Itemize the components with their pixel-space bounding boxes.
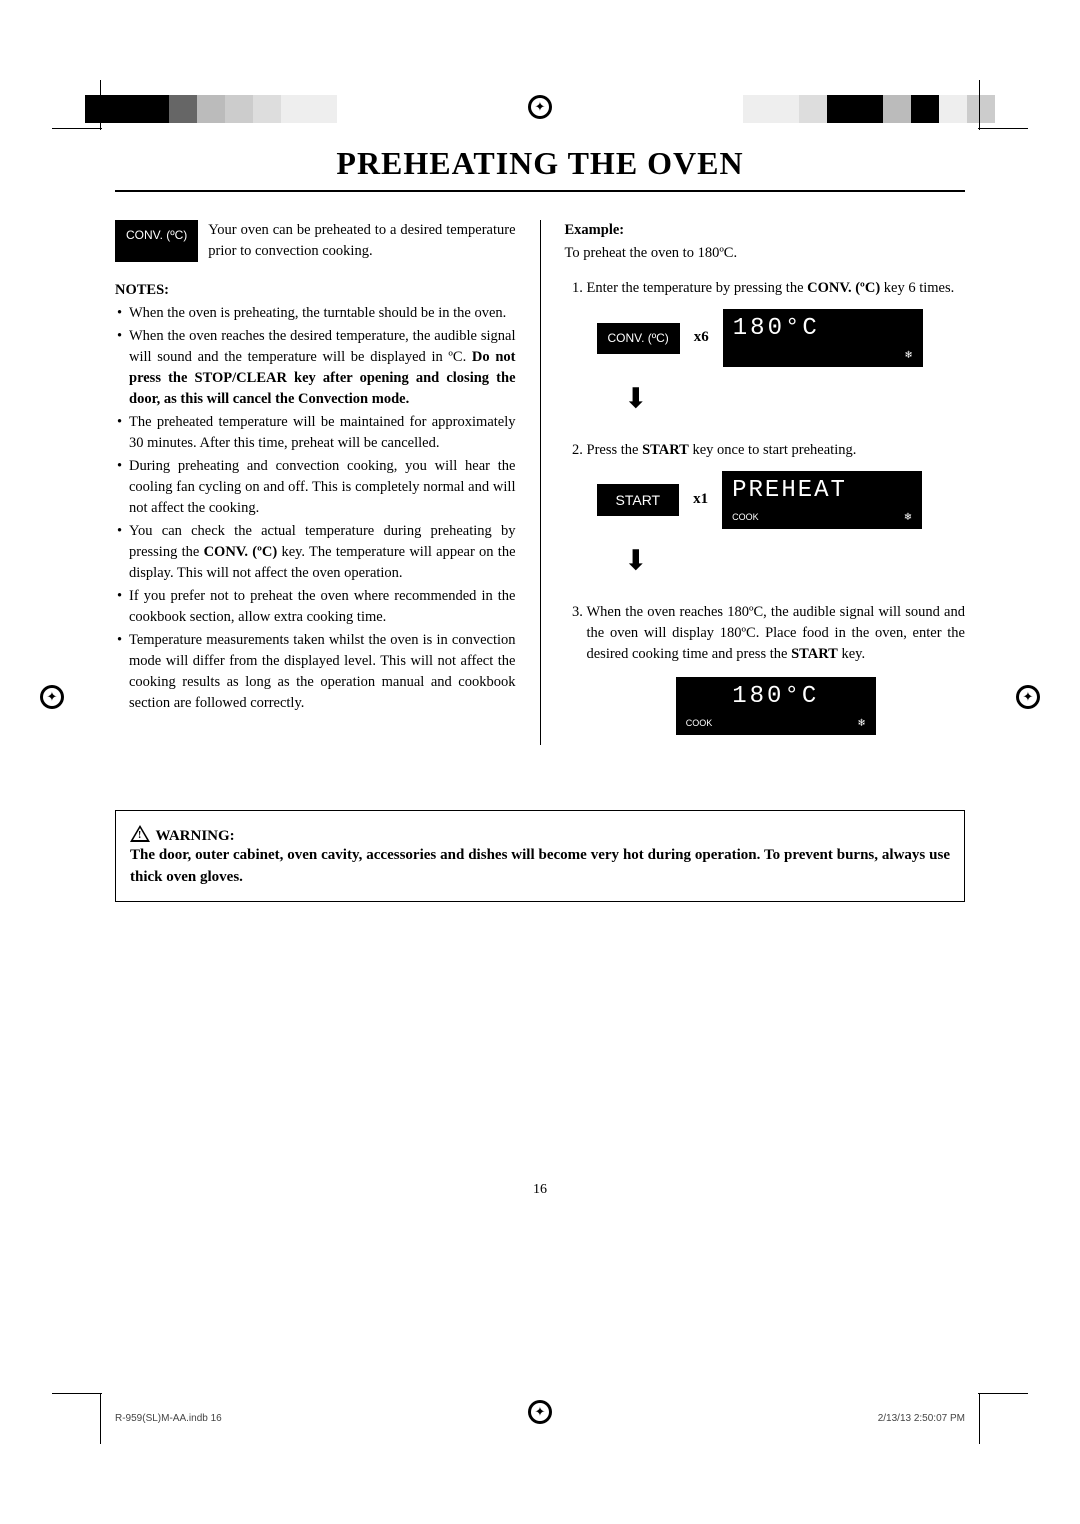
notes-list: When the oven is preheating, the turntab… <box>115 303 516 714</box>
oven-display: PREHEAT COOK ❄ <box>722 471 922 529</box>
note-item: Temperature measurements taken whilst th… <box>115 630 516 714</box>
example-intro: To preheat the oven to 180ºC. <box>565 243 966 264</box>
example-label: Example: <box>565 220 966 241</box>
step-item: Press the START key once to start prehea… <box>587 440 966 592</box>
fan-icon: ❄ <box>904 511 912 526</box>
crop-line <box>979 1394 980 1444</box>
crop-marks-top-right <box>715 95 995 125</box>
crop-line <box>100 1394 101 1444</box>
registration-mark-left <box>40 685 64 709</box>
crop-line <box>978 128 1028 129</box>
press-count: x6 <box>694 327 709 349</box>
fan-icon: ❄ <box>857 717 865 732</box>
warning-box: ! WARNING: The door, outer cabinet, oven… <box>115 810 965 902</box>
note-item: The preheated temperature will be mainta… <box>115 412 516 454</box>
steps-list: Enter the temperature by pressing the CO… <box>565 278 966 735</box>
oven-display: 180°C COOK ❄ <box>676 677 876 735</box>
arrow-down-icon: ➡ <box>614 386 655 409</box>
right-column: Example: To preheat the oven to 180ºC. E… <box>565 220 966 745</box>
left-column: CONV. (ºC) Your oven can be preheated to… <box>115 220 516 745</box>
note-item: When the oven reaches the desired temper… <box>115 326 516 410</box>
note-item: If you prefer not to preheat the oven wh… <box>115 586 516 628</box>
warning-icon: ! <box>130 825 150 842</box>
step-item: When the oven reaches 180ºC, the audible… <box>587 602 966 735</box>
notes-label: NOTES: <box>115 280 516 301</box>
crop-line <box>979 80 980 130</box>
page-title: PREHEATING THE OVEN <box>115 145 965 192</box>
registration-mark-bottom <box>528 1400 552 1424</box>
crop-line <box>52 1393 102 1394</box>
column-divider <box>540 220 541 745</box>
display-indicator-left: COOK <box>686 717 713 732</box>
display-main-text: PREHEAT <box>722 471 922 509</box>
press-count: x1 <box>693 489 708 511</box>
footer-timestamp: 2/13/13 2:50:07 PM <box>878 1413 965 1424</box>
note-item: During preheating and convection cooking… <box>115 456 516 519</box>
warning-text: The door, outer cabinet, oven cavity, ac… <box>130 845 950 889</box>
display-main-text: 180°C <box>676 677 876 715</box>
conv-key-graphic: CONV. (ºC) <box>597 323 680 354</box>
note-item: You can check the actual temperature dur… <box>115 521 516 584</box>
registration-mark-right <box>1016 685 1040 709</box>
crop-line <box>978 1393 1028 1394</box>
arrow-down-icon: ➡ <box>614 548 655 571</box>
page-content: PREHEATING THE OVEN CONV. (ºC) Your oven… <box>115 145 965 1379</box>
conv-key-label: CONV. (ºC) <box>115 220 198 262</box>
note-item: When the oven is preheating, the turntab… <box>115 303 516 324</box>
crop-marks-top-left <box>85 95 365 125</box>
display-main-text: 180°C <box>723 309 923 347</box>
fan-icon: ❄ <box>904 349 912 364</box>
page-number: 16 <box>115 1182 965 1198</box>
oven-display: 180°C ❄ <box>723 309 923 367</box>
display-indicator-left: COOK <box>732 511 759 526</box>
warning-label: WARNING: <box>155 828 234 844</box>
step-item: Enter the temperature by pressing the CO… <box>587 278 966 430</box>
intro-text: Your oven can be preheated to a desired … <box>208 220 515 262</box>
crop-line <box>52 128 102 129</box>
footer-file-info: R-959(SL)M-AA.indb 16 <box>115 1413 222 1424</box>
registration-mark-top <box>528 95 552 119</box>
crop-line <box>100 80 101 130</box>
start-key-graphic: START <box>597 484 680 516</box>
